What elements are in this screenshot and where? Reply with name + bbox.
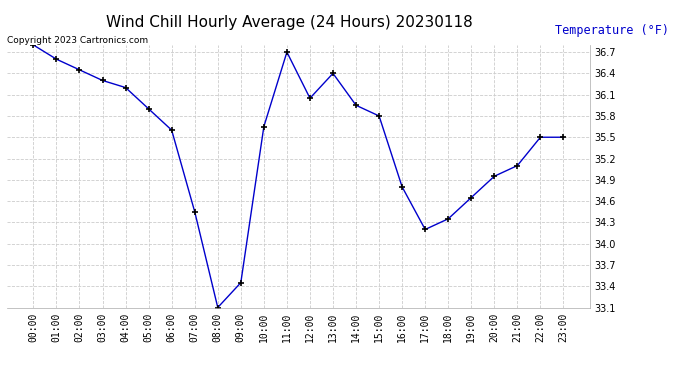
Text: Copyright 2023 Cartronics.com: Copyright 2023 Cartronics.com [7, 36, 148, 45]
Text: Wind Chill Hourly Average (24 Hours) 20230118: Wind Chill Hourly Average (24 Hours) 202… [106, 15, 473, 30]
Text: Temperature (°F): Temperature (°F) [555, 24, 669, 38]
